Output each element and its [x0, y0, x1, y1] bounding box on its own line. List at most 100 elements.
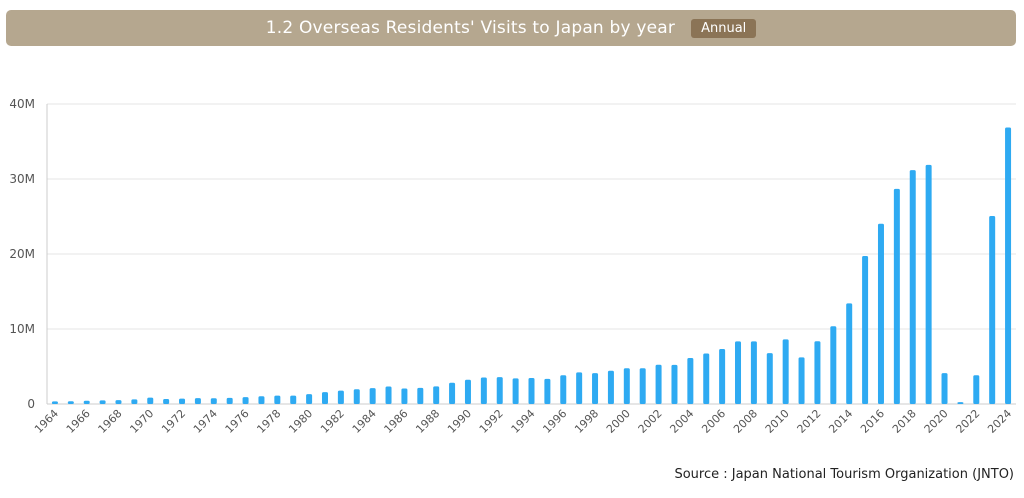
bar-2015 — [862, 255, 869, 404]
y-tick-label: 0 — [27, 397, 35, 411]
bar-1976 — [242, 397, 249, 404]
bar-1989 — [449, 382, 456, 404]
x-tick-label-1998: 1998 — [572, 407, 601, 436]
x-tick-label-2018: 2018 — [890, 407, 919, 436]
x-tick-label-1964: 1964 — [32, 407, 61, 436]
bar-2014 — [846, 303, 853, 404]
y-tick-label: 30M — [9, 172, 35, 186]
bar-1995 — [544, 378, 551, 404]
bar-2017 — [893, 188, 900, 404]
x-tick-label-2022: 2022 — [953, 407, 982, 436]
bar-2001 — [639, 368, 646, 404]
bar-1978 — [274, 395, 281, 404]
x-tick-label-2008: 2008 — [731, 407, 760, 436]
x-tick-label-2024: 2024 — [985, 407, 1014, 436]
bar-1998 — [592, 373, 599, 404]
x-tick-label-2010: 2010 — [763, 407, 792, 436]
bar-2003 — [671, 364, 678, 404]
bar-1968 — [115, 400, 122, 404]
bar-1993 — [512, 378, 519, 404]
bar-1988 — [433, 386, 440, 404]
bar-2016 — [877, 223, 884, 404]
bar-2007 — [735, 341, 742, 404]
x-tick-label-1980: 1980 — [286, 407, 315, 436]
bar-1977 — [258, 396, 265, 404]
bar-1971 — [163, 399, 170, 404]
x-tick-label-1970: 1970 — [127, 407, 156, 436]
bar-2010 — [782, 339, 789, 404]
x-tick-label-1976: 1976 — [223, 407, 252, 436]
bar-1972 — [179, 398, 186, 404]
source-note: Source : Japan National Tourism Organiza… — [674, 467, 1014, 482]
bar-1982 — [337, 390, 344, 404]
bar-1974 — [210, 398, 217, 404]
bar-1985 — [385, 386, 392, 404]
bar-2021 — [957, 402, 964, 404]
x-tick-label-1996: 1996 — [540, 407, 569, 436]
bar-1986 — [401, 388, 408, 404]
bar-2011 — [798, 357, 805, 404]
x-tick-label-1972: 1972 — [159, 407, 188, 436]
bar-1994 — [528, 377, 535, 404]
x-tick-label-2016: 2016 — [858, 407, 887, 436]
x-tick-label-2020: 2020 — [922, 407, 951, 436]
bar-2023 — [989, 215, 996, 404]
x-tick-label-1966: 1966 — [64, 407, 93, 436]
x-tick-label-1994: 1994 — [509, 407, 538, 436]
bar-2020 — [941, 373, 948, 404]
x-tick-label-2014: 2014 — [826, 407, 855, 436]
bar-1981 — [321, 392, 328, 404]
bar-2004 — [687, 357, 694, 404]
bar-1992 — [496, 377, 503, 404]
x-tick-label-1992: 1992 — [477, 407, 506, 436]
bar-1997 — [576, 372, 583, 404]
x-tick-label-1984: 1984 — [350, 407, 379, 436]
period-badge[interactable]: Annual — [691, 18, 757, 38]
chart-title: 1.2 Overseas Residents' Visits to Japan … — [265, 18, 676, 38]
bar-1969 — [131, 399, 138, 404]
x-tick-label-1986: 1986 — [382, 407, 411, 436]
bar-2012 — [814, 341, 821, 404]
y-tick-label: 10M — [9, 322, 35, 336]
bar-2019 — [925, 164, 932, 404]
x-tick-label-1982: 1982 — [318, 407, 347, 436]
bar-2024 — [1005, 127, 1012, 404]
bar-1984 — [369, 388, 376, 404]
x-tick-label-1990: 1990 — [445, 407, 474, 436]
bar-2005 — [703, 353, 710, 404]
x-tick-label-1988: 1988 — [413, 407, 442, 436]
bar-1980 — [306, 394, 313, 404]
bar-2018 — [909, 170, 916, 404]
bar-1964 — [51, 401, 58, 404]
bar-1999 — [607, 370, 614, 404]
bar-1973 — [194, 398, 201, 404]
x-tick-label-1968: 1968 — [96, 407, 125, 436]
bar-2022 — [973, 375, 980, 404]
bar-2006 — [719, 349, 726, 404]
bar-1967 — [99, 400, 106, 404]
x-tick-label-2000: 2000 — [604, 407, 633, 436]
bar-2000 — [623, 368, 630, 404]
bar-1975 — [226, 397, 233, 404]
bar-2008 — [750, 341, 757, 404]
x-tick-label-1978: 1978 — [254, 407, 283, 436]
bar-1983 — [353, 389, 360, 404]
y-tick-label: 20M — [9, 247, 35, 261]
bar-1990 — [464, 379, 471, 404]
bar-1979 — [290, 395, 297, 404]
bar-1991 — [480, 377, 487, 404]
bar-2009 — [766, 353, 773, 404]
bar-1966 — [83, 400, 90, 404]
bar-1987 — [417, 387, 424, 404]
x-tick-label-2012: 2012 — [795, 407, 824, 436]
x-tick-label-2004: 2004 — [667, 407, 696, 436]
bar-2013 — [830, 326, 837, 404]
bar-1996 — [560, 375, 567, 404]
x-tick-label-2002: 2002 — [636, 407, 665, 436]
bar-1965 — [67, 401, 74, 404]
x-tick-label-2006: 2006 — [699, 407, 728, 436]
y-tick-label: 40M — [9, 97, 35, 111]
bar-1970 — [147, 397, 154, 404]
bar-2002 — [655, 364, 662, 404]
